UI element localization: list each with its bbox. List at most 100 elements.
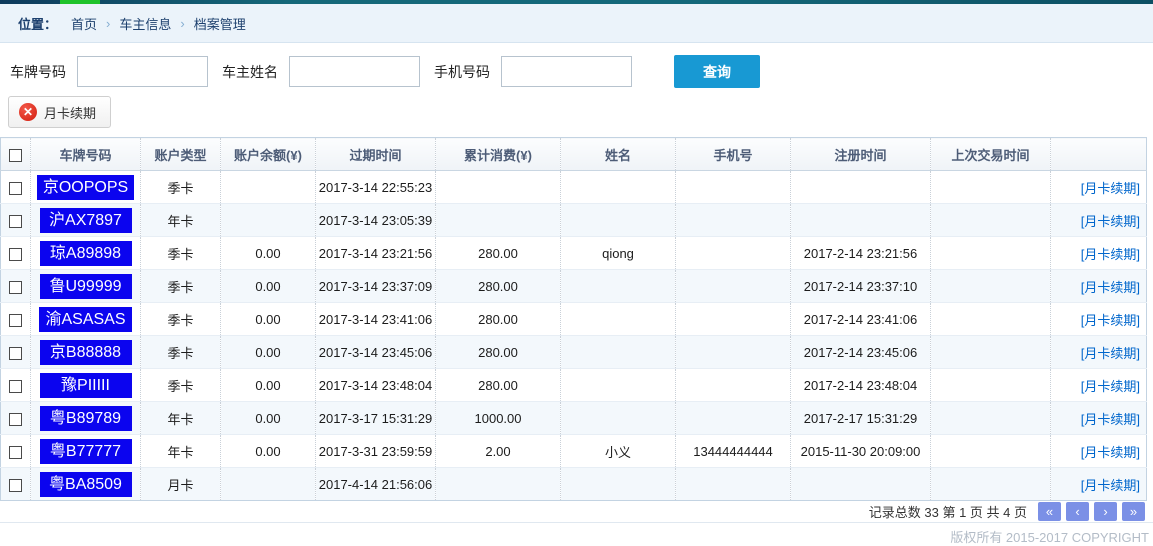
renew-link[interactable]: [月卡续期] <box>1080 246 1140 262</box>
row-select-cell <box>0 236 31 270</box>
row-checkbox[interactable] <box>9 346 22 360</box>
expire-time-cell: 2017-3-14 23:05:39 <box>315 203 436 237</box>
account-type-cell: 季卡 <box>140 170 221 204</box>
red-x-circle-icon: ✕ <box>19 103 37 121</box>
license-plate: 京B88888 <box>39 339 132 365</box>
renew-link[interactable]: [月卡续期] <box>1080 180 1140 196</box>
breadcrumb-item-home[interactable]: 首页 <box>71 16 98 32</box>
table-row: 沪AX7897 年卡 2017-3-14 23:05:39 [月卡续期] <box>0 203 1147 237</box>
last-trade-cell <box>930 467 1051 501</box>
plate-cell: 沪AX7897 <box>30 203 141 237</box>
registered-cell: 2015-11-30 20:09:00 <box>790 434 931 468</box>
last-trade-cell <box>930 236 1051 270</box>
consumed-cell: 280.00 <box>435 368 561 402</box>
consumed-cell: 1000.00 <box>435 401 561 435</box>
last-trade-cell <box>930 434 1051 468</box>
owner-name-input[interactable] <box>289 56 420 87</box>
consumed-cell: 280.00 <box>435 335 561 369</box>
last-page-button[interactable]: » <box>1122 502 1145 521</box>
row-action-cell: [月卡续期] <box>1050 368 1147 402</box>
next-page-button[interactable]: › <box>1094 502 1117 521</box>
license-plate: 琼A89898 <box>39 240 132 266</box>
balance-cell <box>220 203 316 237</box>
phone-cell <box>675 368 791 402</box>
table-row: 渝ASASAS 季卡 0.00 2017-3-14 23:41:06 280.0… <box>0 302 1147 336</box>
row-select-cell <box>0 302 31 336</box>
last-trade-cell <box>930 368 1051 402</box>
renew-link[interactable]: [月卡续期] <box>1080 312 1140 328</box>
renew-link[interactable]: [月卡续期] <box>1080 378 1140 394</box>
renew-link[interactable]: [月卡续期] <box>1080 279 1140 295</box>
col-header-last-trade-time: 上次交易时间 <box>930 137 1051 171</box>
table-row: 京B88888 季卡 0.00 2017-3-14 23:45:06 280.0… <box>0 335 1147 369</box>
row-select-cell <box>1 171 31 204</box>
balance-cell <box>220 170 316 204</box>
phone-cell <box>675 170 791 204</box>
footer: 版权所有 2015-2017 COPYRIGHT <box>0 522 1153 546</box>
balance-cell <box>220 467 316 501</box>
breadcrumb-separator-icon: › <box>106 15 111 31</box>
select-all-checkbox[interactable] <box>9 148 22 162</box>
row-checkbox[interactable] <box>9 247 22 261</box>
row-checkbox[interactable] <box>9 313 22 327</box>
expire-time-cell: 2017-3-14 23:41:06 <box>315 302 436 336</box>
row-checkbox[interactable] <box>9 445 22 459</box>
row-checkbox[interactable] <box>9 478 22 492</box>
monthly-renew-button[interactable]: ✕ 月卡续期 <box>8 96 112 128</box>
plate-cell: 粤B77777 <box>30 434 141 468</box>
row-action-cell: [月卡续期] <box>1050 269 1147 303</box>
pagination: 记录总数 33 第 1 页 共 4 页 « ‹ › » <box>0 501 1153 521</box>
name-cell <box>560 368 676 402</box>
row-checkbox[interactable] <box>9 181 22 195</box>
name-cell <box>560 335 676 369</box>
expire-time-cell: 2017-4-14 21:56:06 <box>315 467 436 501</box>
last-trade-cell <box>930 269 1051 303</box>
row-checkbox[interactable] <box>9 280 22 294</box>
query-button[interactable]: 查询 <box>674 55 760 88</box>
table-row: 粤BA8509 月卡 2017-4-14 21:56:06 [月卡续期] <box>0 467 1147 501</box>
license-plate: 粤B77777 <box>39 438 132 464</box>
table-row: 琼A89898 季卡 0.00 2017-3-14 23:21:56 280.0… <box>0 236 1147 270</box>
expire-time-cell: 2017-3-31 23:59:59 <box>315 434 436 468</box>
plate-cell: 渝ASASAS <box>30 302 141 336</box>
table-row: 粤B89789 年卡 0.00 2017-3-17 15:31:29 1000.… <box>0 401 1147 435</box>
balance-cell: 0.00 <box>220 269 316 303</box>
renew-link[interactable]: [月卡续期] <box>1080 444 1140 460</box>
col-header-name: 姓名 <box>560 137 676 171</box>
phone-cell <box>675 302 791 336</box>
row-checkbox[interactable] <box>9 412 22 426</box>
registered-cell: 2017-2-17 15:31:29 <box>790 401 931 435</box>
renew-link[interactable]: [月卡续期] <box>1080 411 1140 427</box>
renew-link[interactable]: [月卡续期] <box>1080 477 1140 493</box>
consumed-cell: 280.00 <box>435 269 561 303</box>
phone-cell <box>675 335 791 369</box>
prev-page-button[interactable]: ‹ <box>1066 502 1089 521</box>
breadcrumb: 位置： 首页 › 车主信息 › 档案管理 <box>0 4 1153 43</box>
plate-cell: 鲁U99999 <box>30 269 141 303</box>
row-select-cell <box>0 434 31 468</box>
row-action-cell: [月卡续期] <box>1050 401 1147 435</box>
account-type-cell: 季卡 <box>140 368 221 402</box>
expire-time-cell: 2017-3-14 23:37:09 <box>315 269 436 303</box>
toolbar: ✕ 月卡续期 <box>0 88 1153 128</box>
first-page-button[interactable]: « <box>1038 502 1061 521</box>
renew-link[interactable]: [月卡续期] <box>1080 345 1140 361</box>
balance-cell: 0.00 <box>220 302 316 336</box>
name-cell <box>560 467 676 501</box>
renew-link[interactable]: [月卡续期] <box>1080 213 1140 229</box>
phone-cell <box>675 269 791 303</box>
phone-number-input[interactable] <box>501 56 632 87</box>
name-cell: 小义 <box>560 434 676 468</box>
row-action-cell: [月卡续期] <box>1050 335 1147 369</box>
license-plate: 鲁U99999 <box>39 273 132 299</box>
breadcrumb-item-owner-info[interactable]: 车主信息 <box>119 16 172 32</box>
breadcrumb-item-archive[interactable]: 档案管理 <box>193 16 246 32</box>
table-row: 粤B77777 年卡 0.00 2017-3-31 23:59:59 2.00 … <box>0 434 1147 468</box>
row-checkbox[interactable] <box>9 214 22 228</box>
plate-number-input[interactable] <box>77 56 208 87</box>
row-checkbox[interactable] <box>9 379 22 393</box>
pagination-summary: 记录总数 33 第 1 页 共 4 页 <box>868 505 1027 520</box>
account-type-cell: 年卡 <box>140 203 221 237</box>
consumed-cell: 2.00 <box>435 434 561 468</box>
copyright-text: 版权所有 2015-2017 COPYRIGHT <box>950 530 1149 545</box>
